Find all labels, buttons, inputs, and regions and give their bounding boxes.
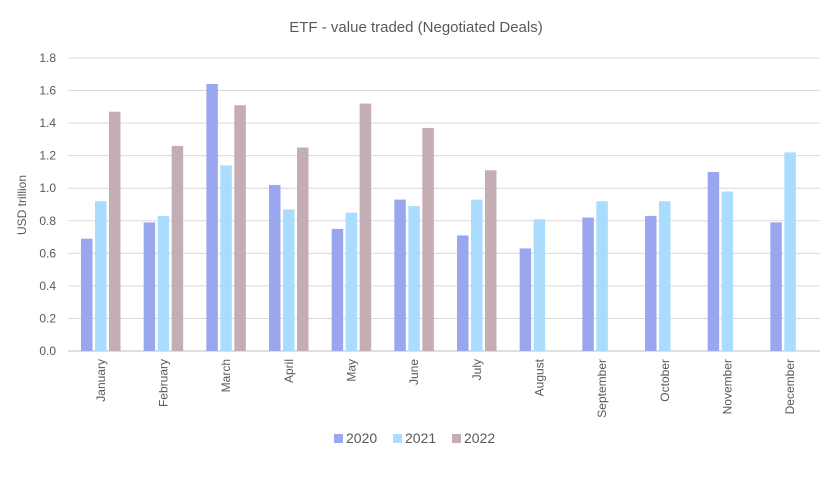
bar-2022-may: [359, 103, 372, 351]
bar-2020-july: [457, 235, 469, 351]
legend-swatch-2021: [393, 434, 402, 443]
bar-2022-march: [234, 105, 246, 351]
bar-2021-october: [659, 201, 671, 351]
x-tick-label: August: [532, 358, 546, 396]
bar-2020-october: [645, 215, 657, 351]
x-tick-label: October: [658, 359, 672, 402]
x-tick-label: December: [783, 359, 797, 414]
legend-label-2020: 2020: [346, 430, 377, 446]
x-tick-label: February: [156, 359, 170, 407]
bar-2020-february: [143, 222, 156, 351]
x-tick-label: January: [94, 359, 108, 402]
y-tick-label: 1.0: [39, 181, 56, 195]
legend: 2020 2021 2022: [334, 430, 495, 446]
bar-2020-november: [707, 171, 720, 351]
bar-2020-june: [394, 199, 406, 351]
bars: [81, 84, 796, 352]
x-tick-label: July: [470, 359, 484, 380]
legend-swatch-2022: [452, 434, 461, 443]
y-tick-label: 1.2: [39, 149, 56, 163]
y-tick-label: 1.6: [39, 84, 56, 98]
y-tick-label: 0.6: [39, 246, 56, 260]
bar-2021-february: [157, 215, 170, 351]
bar-2021-june: [408, 206, 420, 351]
legend-label-2021: 2021: [405, 430, 436, 446]
bar-2021-july: [471, 199, 483, 351]
bar-2020-may: [331, 228, 344, 351]
bar-2022-february: [171, 145, 184, 351]
bar-2022-july: [485, 170, 497, 351]
legend-swatch-2020: [334, 434, 343, 443]
y-tick-label: 0.8: [39, 214, 56, 228]
x-tick-label: June: [407, 359, 421, 385]
y-tick-labels: 0.0 0.2 0.4 0.6 0.8 1.0 1.2 1.4 1.6 1.8: [39, 51, 56, 358]
y-axis-label: USD trillion: [15, 175, 29, 235]
bar-2021-august: [533, 219, 546, 351]
x-tick-label: March: [219, 359, 233, 392]
y-tick-label: 0.2: [39, 311, 56, 325]
bar-2020-december: [770, 222, 782, 351]
y-tick-label: 0.0: [39, 344, 56, 358]
x-tick-label: May: [344, 359, 358, 382]
legend-label-2022: 2022: [464, 430, 495, 446]
bar-2020-april: [269, 184, 281, 351]
bar-2022-january: [109, 111, 121, 351]
y-tick-label: 1.4: [39, 116, 56, 130]
y-tick-label: 0.4: [39, 279, 56, 293]
x-tick-label: April: [282, 359, 296, 383]
bar-2020-january: [81, 238, 93, 351]
chart-title: ETF - value traded (Negotiated Deals): [289, 19, 542, 36]
bar-2021-november: [721, 191, 734, 351]
bar-2021-april: [283, 209, 295, 351]
y-tick-label: 1.8: [39, 51, 56, 65]
bar-2021-may: [345, 212, 358, 351]
bar-2021-september: [596, 201, 608, 351]
x-tick-label: November: [720, 359, 734, 414]
x-tick-label: September: [595, 359, 609, 418]
x-tick-labels: January February March April May June July Augu…: [94, 358, 797, 417]
bar-2022-april: [297, 147, 309, 351]
bar-2021-december: [784, 152, 796, 351]
bar-2020-march: [206, 84, 218, 352]
bar-2020-september: [582, 217, 594, 351]
gridlines: [68, 57, 820, 352]
bar-2021-january: [95, 201, 107, 351]
bar-2021-march: [220, 165, 232, 351]
bar-2022-june: [422, 127, 434, 351]
bar-2020-august: [519, 248, 532, 351]
